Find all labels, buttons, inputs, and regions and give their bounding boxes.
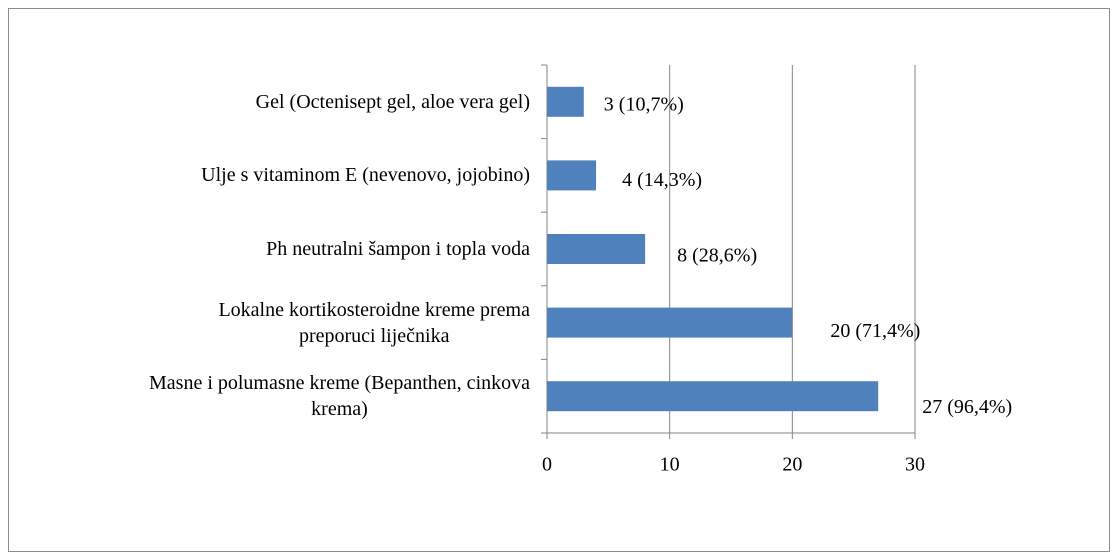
- chart-frame: [8, 8, 1110, 552]
- category-label: Gel (Octenisept gel, aloe vera gel): [0, 89, 530, 115]
- value-label: 4 (14,3%): [622, 169, 702, 191]
- category-text: Gel (Octenisept gel, aloe vera gel): [255, 90, 530, 113]
- category-text: Ulje s vitaminom E (nevenovo, jojobino): [201, 164, 530, 187]
- category-text: Ph neutralni šampon i topla voda: [266, 238, 530, 260]
- x-tick-label: 30: [905, 454, 925, 476]
- category-label: Masne i polumasne kreme (Bepanthen, cink…: [0, 370, 530, 422]
- category-label: Lokalne kortikosteroidne kreme prema pre…: [0, 297, 530, 349]
- value-label: 27 (96,4%): [922, 396, 1012, 418]
- category-text: Masne i polumasne kreme (Bepanthen, cink…: [149, 372, 530, 421]
- bar: [547, 160, 597, 191]
- bar: [547, 307, 793, 338]
- x-tick-label: 20: [782, 454, 802, 476]
- category-text: Lokalne kortikosteroidne kreme prema pre…: [218, 298, 530, 347]
- value-label: 3 (10,7%): [604, 93, 684, 115]
- value-label: 8 (28,6%): [677, 245, 757, 267]
- bar: [547, 234, 646, 264]
- value-label: 20 (71,4%): [830, 320, 920, 342]
- bar: [547, 381, 879, 412]
- category-label: Ph neutralni šampon i topla voda: [0, 236, 530, 262]
- x-tick-label: 10: [660, 454, 680, 476]
- category-label: Ulje s vitaminom E (nevenovo, jojobino): [0, 162, 530, 188]
- bar: [547, 86, 584, 117]
- x-tick-label: 0: [542, 454, 552, 476]
